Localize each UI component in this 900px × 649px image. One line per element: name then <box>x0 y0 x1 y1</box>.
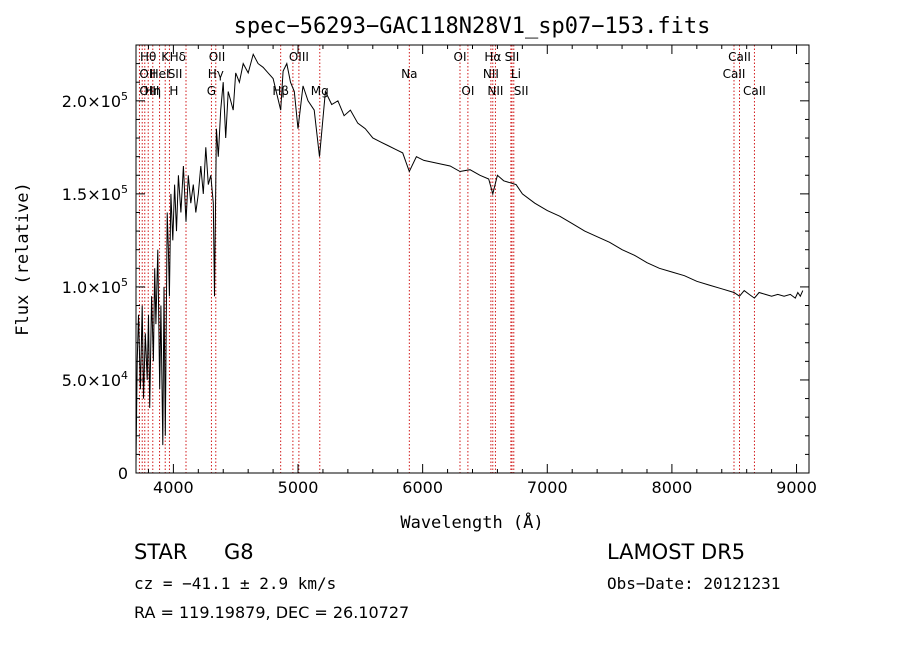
y-tick-label: 2.0×105 <box>62 90 128 111</box>
line-label-k: K <box>161 50 170 64</box>
line-label-oiii: OIII <box>139 84 159 98</box>
line-label-sii: SII <box>505 50 520 64</box>
object-class: STAR <box>134 540 188 564</box>
line-label-oii: OII <box>209 50 226 64</box>
line-label-nii: NII <box>483 67 499 81</box>
x-tick-label: 4000 <box>153 478 194 497</box>
y-tick-label: 1.0×105 <box>62 276 128 297</box>
object-subclass: G8 <box>224 540 254 564</box>
line-label-nii: NII <box>487 84 503 98</box>
observation-date: Obs−Date: 20121231 <box>607 574 781 593</box>
x-tick-label: 9000 <box>776 478 817 497</box>
line-label-g: G <box>207 84 216 98</box>
plot-frame <box>135 44 810 474</box>
line-label-na: Na <box>401 67 417 81</box>
line-label-caii: CaII <box>743 84 766 98</box>
survey-release: LAMOST DR5 <box>607 540 746 564</box>
y-tick-label: 0 <box>118 464 128 483</box>
line-label-li: Li <box>511 67 521 81</box>
redshift-velocity: cz = −41.1 ± 2.9 km/s <box>134 574 337 593</box>
spectrum-line <box>135 52 804 464</box>
spectral-line-markers <box>138 45 755 473</box>
line-label-oi: OI <box>461 84 474 98</box>
sky-coordinates: RA = 119.19879, DEC = 26.10727 <box>134 603 410 622</box>
x-tick-label: 7000 <box>527 478 568 497</box>
line-label-oiii: OIII <box>289 50 309 64</box>
x-tick-label: 8000 <box>652 478 693 497</box>
line-label-hγ: Hγ <box>208 67 224 81</box>
line-label-oii: OII <box>139 67 156 81</box>
line-label-caii: CaII <box>728 50 751 64</box>
line-label-hα: Hα <box>484 50 501 64</box>
y-tick-label: 5.0×104 <box>62 369 128 390</box>
line-label-caii: CaII <box>723 67 746 81</box>
line-label-mg: Mg <box>311 84 329 98</box>
line-label-sii: SII <box>514 84 529 98</box>
line-label-oi: OI <box>454 50 467 64</box>
spectrum-chart: spec−56293−GAC118N28V1_sp07−153.fits Hθ K… <box>13 14 817 533</box>
y-axis: 0 5.0×104 1.0×105 1.5×105 2.0×105 <box>62 63 809 483</box>
line-label-hη: Hη <box>144 84 161 98</box>
line-label-hδ: Hδ <box>170 50 186 64</box>
y-tick-label: 1.5×105 <box>62 183 128 204</box>
x-tick-label: 6000 <box>402 478 443 497</box>
line-label-hθ: Hθ <box>140 50 156 64</box>
x-axis: 4000 5000 6000 7000 8000 9000 <box>147 45 817 497</box>
chart-title: spec−56293−GAC118N28V1_sp07−153.fits <box>234 14 711 39</box>
y-axis-label: Flux (relative) <box>13 182 33 336</box>
line-label-h: H <box>169 84 178 98</box>
x-axis-label: Wavelength (Å) <box>400 511 543 533</box>
line-label-sii: SII <box>168 67 183 81</box>
line-label-hei: HeI <box>150 67 170 81</box>
x-tick-label: 5000 <box>278 478 319 497</box>
